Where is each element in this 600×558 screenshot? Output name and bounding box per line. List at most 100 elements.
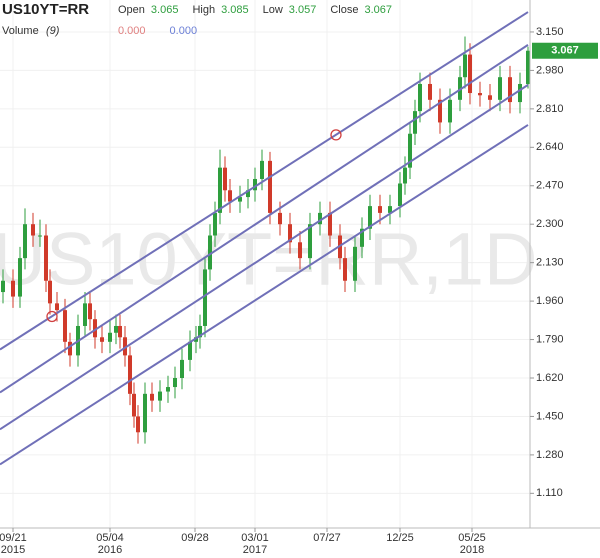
candle-body [218, 167, 222, 213]
y-tick-label: 2.300 [536, 218, 564, 230]
y-tick-label: 1.280 [536, 449, 564, 461]
y-tick-label: 2.470 [536, 180, 564, 192]
y-tick-label: 1.960 [536, 295, 564, 307]
trend-line [0, 124, 529, 466]
candle-body [143, 393, 147, 433]
candle-body [508, 77, 512, 103]
candle-body [298, 242, 302, 259]
trend-line [0, 44, 529, 394]
candle-body [468, 54, 472, 94]
candle-body [93, 319, 97, 338]
y-tick-label: 2.640 [536, 141, 564, 153]
candle-body [213, 212, 217, 236]
candle-body [408, 133, 412, 168]
candle-body [11, 280, 15, 297]
y-tick-label: 2.130 [536, 257, 564, 269]
candle-body [198, 325, 202, 338]
candle-body [48, 280, 52, 304]
candle-body [498, 77, 502, 100]
candle-body [1, 280, 5, 293]
x-tick-label: 05/04 [96, 532, 124, 544]
y-tick-label: 1.790 [536, 333, 564, 345]
candle-body [418, 83, 422, 112]
candle-body [23, 224, 27, 259]
y-tick-label: 2.980 [536, 64, 564, 76]
trend-anchor [330, 129, 342, 141]
chart-title: US10YT=RR [2, 1, 89, 18]
y-tick-label: 1.620 [536, 372, 564, 384]
candle-body [268, 160, 272, 213]
readout-value: 3.067 [364, 4, 392, 16]
y-tick-label: 1.450 [536, 410, 564, 422]
x-tick-year: 2015 [1, 544, 25, 556]
candle-body [378, 206, 382, 213]
candle-body [448, 99, 452, 123]
candle-body [38, 235, 42, 237]
last-price-label: 3.067 [551, 45, 579, 57]
candle-body [278, 212, 282, 225]
candle-body [398, 183, 402, 207]
readout-label: Close [330, 4, 358, 16]
candle-body [88, 303, 92, 320]
candle-body [123, 337, 127, 356]
candle-body [360, 228, 364, 247]
candle-body [166, 387, 170, 392]
candle-body [388, 206, 392, 213]
candle-body [150, 393, 154, 401]
x-tick-label: 09/21 [0, 532, 27, 544]
candle-body [180, 359, 184, 378]
candle-body [114, 325, 118, 333]
candle-body [463, 54, 467, 78]
y-tick-label: 3.150 [536, 26, 564, 38]
readout-value: 3.057 [289, 4, 317, 16]
candle-body [158, 391, 162, 401]
candle-body [128, 355, 132, 394]
x-tick-label: 12/25 [386, 532, 414, 544]
candle-body [228, 190, 232, 202]
candle-body [83, 303, 87, 326]
last-price-box [532, 42, 598, 59]
trend-anchor [46, 310, 58, 323]
y-tick-label: 2.810 [536, 103, 564, 115]
candle-body [136, 416, 140, 433]
readout-value: 3.065 [151, 4, 179, 16]
candle-body [108, 332, 112, 342]
candle-body [428, 83, 432, 100]
candle-body [55, 303, 59, 311]
trend-line [0, 11, 529, 351]
y-tick-label: 1.110 [536, 487, 563, 499]
x-tick-label: 07/27 [313, 532, 341, 544]
candle-body [132, 393, 136, 417]
candle-body [308, 224, 312, 259]
trend-line [0, 84, 529, 431]
candle-body [223, 167, 227, 191]
candle-body [100, 337, 104, 342]
candle-body [518, 83, 522, 103]
readout-label: High [192, 4, 215, 16]
x-tick-year: 2017 [243, 544, 267, 556]
candle-body [118, 325, 122, 338]
volume-period: (9) [46, 25, 60, 37]
volume-value: 0.000 [170, 25, 198, 37]
candle-body [343, 258, 347, 281]
candle-body [353, 246, 357, 281]
readout-label: Low [263, 4, 283, 16]
candle-body [208, 235, 212, 270]
candle-body [31, 224, 35, 236]
candle-body [478, 93, 482, 96]
candle-body [328, 212, 332, 236]
volume-label: Volume [2, 25, 39, 37]
candle-body [238, 197, 242, 202]
candle-body [403, 167, 407, 184]
candle-body [44, 235, 48, 281]
x-tick-label: 03/01 [241, 532, 269, 544]
candle-body [260, 160, 264, 179]
candle-body [526, 50, 530, 84]
candle-body [173, 377, 177, 388]
candle-body [413, 111, 417, 134]
x-tick-year: 2016 [98, 544, 122, 556]
candle-body [438, 99, 442, 123]
candle-body [253, 178, 257, 191]
candle-body [318, 212, 322, 225]
